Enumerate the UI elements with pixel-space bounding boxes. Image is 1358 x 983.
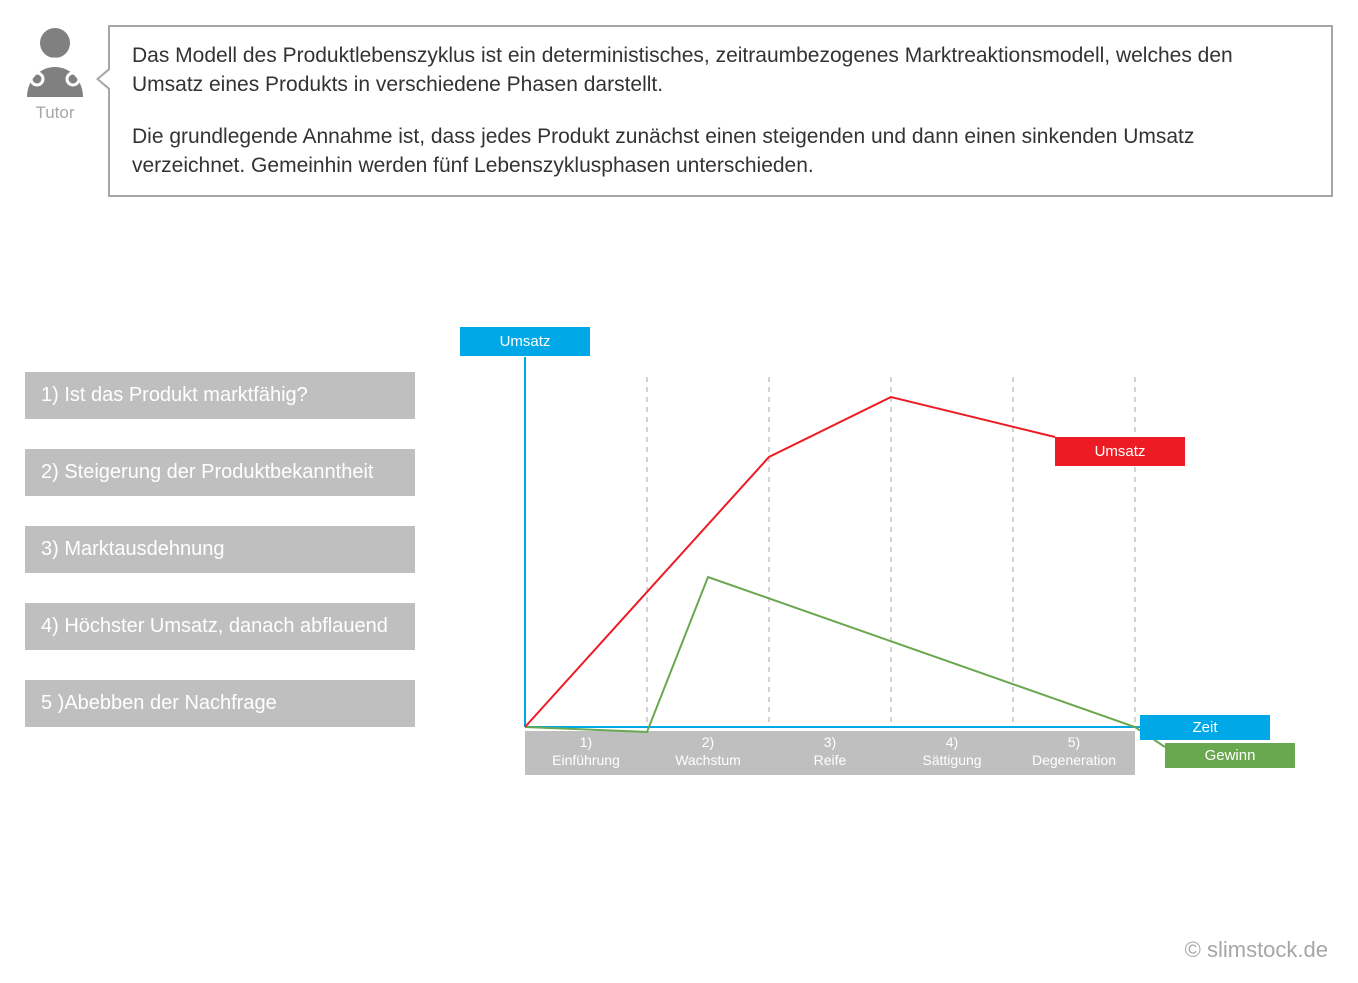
x-axis-title: Zeit — [1140, 715, 1270, 740]
speech-para-2: Die grundlegende Annahme ist, dass jedes… — [132, 122, 1309, 181]
speech-para-1: Das Modell des Produktlebenszyklus ist e… — [132, 41, 1309, 100]
phase-list-item: 1) Ist das Produkt marktfähig? — [25, 372, 415, 419]
svg-text:3): 3) — [824, 734, 836, 750]
footer-copyright: © slimstock.de — [1185, 937, 1328, 963]
phase-list-item: 2) Steigerung der Produktbekanntheit — [25, 449, 415, 496]
phase-list-item: 4) Höchster Umsatz, danach abflauend — [25, 603, 415, 650]
phase-list: 1) Ist das Produkt marktfähig? 2) Steiger… — [25, 372, 415, 727]
svg-text:5): 5) — [1068, 734, 1080, 750]
svg-text:Wachstum: Wachstum — [675, 752, 741, 768]
svg-text:4): 4) — [946, 734, 958, 750]
svg-text:Sättigung: Sättigung — [922, 752, 981, 768]
tutor-block: Tutor — [20, 25, 90, 123]
y-axis-title: Umsatz — [460, 327, 590, 356]
chart-area: Umsatz 1) Einführung 2) Wachstum 3) Reife 4) Sä… — [465, 327, 1333, 807]
svg-text:Einführung: Einführung — [552, 752, 620, 768]
svg-text:2): 2) — [702, 734, 714, 750]
series-badge-umsatz: Umsatz — [1055, 437, 1185, 466]
tutor-label: Tutor — [35, 103, 74, 123]
tutor-icon — [23, 25, 87, 97]
phase-list-item: 5 )Abebben der Nachfrage — [25, 680, 415, 727]
phase-list-item: 3) Marktausdehnung — [25, 526, 415, 573]
svg-text:Reife: Reife — [814, 752, 847, 768]
svg-text:Degeneration: Degeneration — [1032, 752, 1116, 768]
series-badge-gewinn: Gewinn — [1165, 743, 1295, 768]
header-row: Tutor Das Modell des Produktlebenszyklus… — [0, 0, 1358, 197]
speech-bubble: Das Modell des Produktlebenszyklus ist e… — [108, 25, 1333, 197]
content-row: 1) Ist das Produkt marktfähig? 2) Steiger… — [0, 327, 1358, 807]
svg-text:1): 1) — [580, 734, 592, 750]
